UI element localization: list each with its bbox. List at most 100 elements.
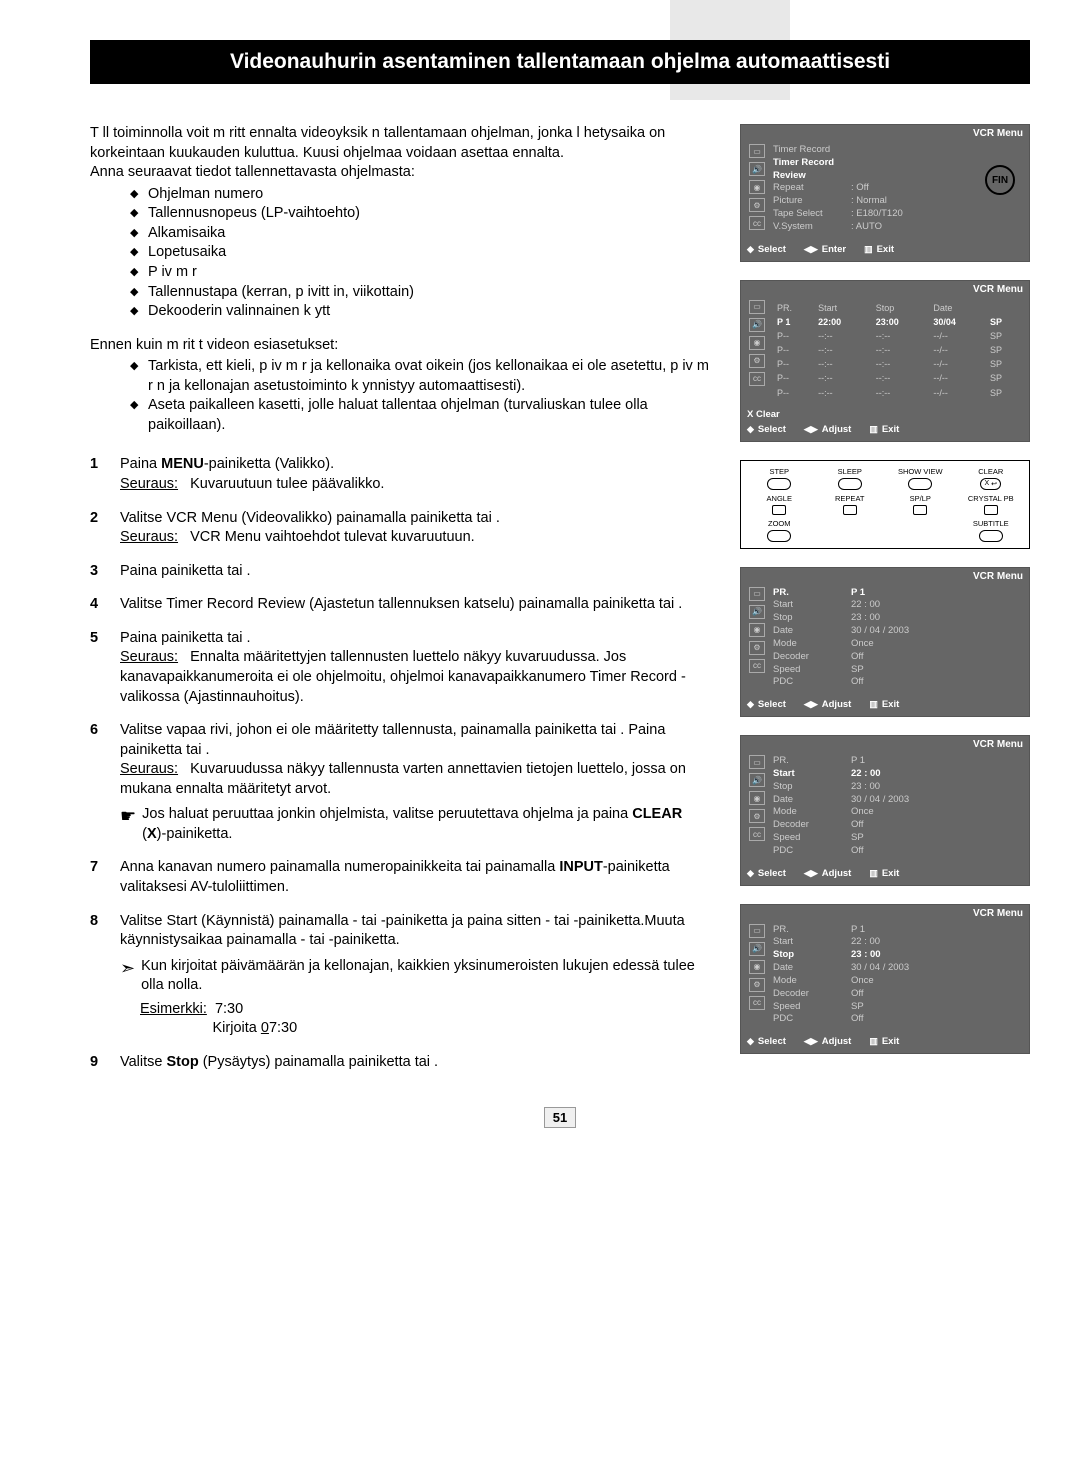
bullet-item: Aseta paikalleen kasetti, jolle haluat t…	[130, 396, 710, 435]
bullet-list-2: Tarkista, ett kieli, p iv m r ja kellona…	[90, 357, 710, 435]
vcr-screen-2: VCR Menu ▭🔊◉⚙cc PR.StartStopDateP 122:00…	[740, 280, 1030, 442]
vcr-row: Start22 : 00	[773, 599, 1023, 612]
step-8: Valitse Start (Käynnistä) painamalla - t…	[120, 912, 710, 1039]
vcr-row: PDCOff	[773, 676, 1023, 689]
remote-cell: ZOOM	[747, 519, 812, 542]
pointer-icon: ☛	[120, 807, 136, 825]
vcr-footer: ◆Select ◀▶Enter ▥Exit	[741, 240, 1029, 261]
vcr-row: Date30 / 04 / 2003	[773, 625, 1023, 638]
step-2: Valitse VCR Menu (Videovalikko) painamal…	[120, 509, 710, 548]
vcr-row: Stop23 : 00	[773, 612, 1023, 625]
step-3: Paina painiketta tai .	[120, 562, 710, 582]
language-badge: FIN	[985, 165, 1015, 195]
step-num-7: 7	[90, 858, 108, 897]
vcr-row: Start22 : 00	[773, 768, 1023, 781]
table-row: P----:----:----/--SP	[775, 330, 1021, 342]
intro-p2: Anna seuraavat tiedot tallennettavasta o…	[90, 163, 710, 183]
remote-cell: SP/LP	[888, 494, 953, 515]
bullet-item: Alkamisaika	[130, 224, 710, 244]
vcr-row: SpeedSP	[773, 832, 1023, 845]
step-num-3: 3	[90, 562, 108, 582]
vcr-row: V.System: AUTO	[773, 221, 1023, 234]
step-6: Valitse vapaa rivi, johon ei ole määrite…	[120, 721, 710, 844]
remote-cell: REPEAT	[818, 494, 883, 515]
vcr-menu-title: VCR Menu	[741, 125, 1029, 142]
remote-cell: STEP	[747, 467, 812, 490]
step-1: Paina MENU-painiketta (Valikko). Seuraus…	[120, 455, 710, 494]
page-title: Videonauhurin asentaminen tallentamaan o…	[90, 40, 1030, 84]
vcr-row: DecoderOff	[773, 819, 1023, 832]
vcr-row: Picture: Normal	[773, 195, 1023, 208]
step-num-5: 5	[90, 629, 108, 707]
table-row: P 122:0023:0030/04SP	[775, 316, 1021, 328]
intro-p3: Ennen kuin m rit t videon esiasetukset:	[90, 336, 710, 356]
vcr-row: Date30 / 04 / 2003	[773, 794, 1023, 807]
step-7: Anna kanavan numero painamalla numeropai…	[120, 858, 710, 897]
vcr-row: DecoderOff	[773, 651, 1023, 664]
vcr-screen-1: VCR Menu ▭🔊◉⚙cc Timer RecordTimer Record…	[740, 124, 1030, 262]
step-5: Paina painiketta tai . Seuraus: Ennalta …	[120, 629, 710, 707]
step-num-4: 4	[90, 595, 108, 615]
bullet-list-1: Ohjelman numeroTallennusnopeus (LP-vaiht…	[90, 185, 710, 322]
step-9: Valitse Stop (Pysäytys) painamalla paini…	[120, 1053, 710, 1073]
disc-icon: ◉	[749, 180, 765, 194]
step-num-8: 8	[90, 912, 108, 1039]
remote-cell	[818, 519, 883, 542]
vcr-row: Stop23 : 00	[773, 781, 1023, 794]
vcr-screen-5: VCR Menu ▭🔊◉⚙cc PR.P 1Start22 : 00Stop23…	[740, 904, 1030, 1055]
remote-cell: ANGLE	[747, 494, 812, 515]
sliders-icon: ⚙	[749, 198, 765, 212]
table-row: P----:----:----/--SP	[775, 344, 1021, 356]
table-row: P----:----:----/--SP	[775, 387, 1021, 399]
intro-p1: T ll toiminnolla voit m ritt ennalta vid…	[90, 124, 710, 163]
step-4: Valitse Timer Record Review (Ajastetun t…	[120, 595, 710, 615]
vcr-row: SpeedSP	[773, 664, 1023, 677]
tv-icon: ▭	[749, 144, 765, 158]
vcr-row: SpeedSP	[773, 1001, 1023, 1014]
step-num-6: 6	[90, 721, 108, 844]
bullet-item: Tallennustapa (kerran, p ivitt in, viiko…	[130, 283, 710, 303]
vcr-screen-4: VCR Menu ▭🔊◉⚙cc PR.P 1Start22 : 00Stop23…	[740, 735, 1030, 886]
bullet-item: P iv m r	[130, 263, 710, 283]
bullet-item: Dekooderin valinnainen k ytt	[130, 302, 710, 322]
vcr-row: PR.P 1	[773, 924, 1023, 937]
remote-cell	[888, 519, 953, 542]
remote-cell: CRYSTAL PB	[959, 494, 1024, 515]
vcr-row: ModeOnce	[773, 806, 1023, 819]
vcr-screen-3: VCR Menu ▭🔊◉⚙cc PR.P 1Start22 : 00Stop23…	[740, 567, 1030, 718]
timer-table: PR.StartStopDateP 122:0023:0030/04SPP---…	[773, 300, 1023, 401]
vcr-row: ModeOnce	[773, 638, 1023, 651]
sound-icon: 🔊	[749, 162, 765, 176]
vcr-row: PR.P 1	[773, 587, 1023, 600]
vcr-side-icons: ▭ 🔊 ◉ ⚙ cc	[747, 144, 767, 234]
remote-buttons: STEP SLEEPSHOW VIEW CLEARX↩ ANGLE REPEATSP/L…	[740, 460, 1030, 549]
vcr-row: Start22 : 00	[773, 936, 1023, 949]
vcr-row: DecoderOff	[773, 988, 1023, 1001]
remote-cell: CLEARX↩	[959, 467, 1024, 490]
step-num-2: 2	[90, 509, 108, 548]
vcr-row: Stop23 : 00	[773, 949, 1023, 962]
bullet-item: Tallennusnopeus (LP-vaihtoehto)	[130, 204, 710, 224]
text-column: T ll toiminnolla voit m ritt ennalta vid…	[90, 124, 710, 1087]
bullet-item: Ohjelman numero	[130, 185, 710, 205]
vcr-row: PDCOff	[773, 1013, 1023, 1026]
vcr-row: PDCOff	[773, 845, 1023, 858]
vcr-row: ModeOnce	[773, 975, 1023, 988]
step-num-9: 9	[90, 1053, 108, 1073]
table-row: P----:----:----/--SP	[775, 372, 1021, 384]
table-row: P----:----:----/--SP	[775, 358, 1021, 370]
bullet-item: Lopetusaika	[130, 243, 710, 263]
step-num-1: 1	[90, 455, 108, 494]
vcr-row: Timer Record	[773, 144, 1023, 157]
vcr-row: Tape Select: E180/T120	[773, 208, 1023, 221]
arrow-icon: ➣	[120, 959, 135, 977]
cc-icon: cc	[749, 216, 765, 230]
remote-cell: SHOW VIEW	[888, 467, 953, 490]
remote-cell: SLEEP	[818, 467, 883, 490]
screens-column: VCR Menu ▭🔊◉⚙cc Timer RecordTimer Record…	[740, 124, 1030, 1087]
bullet-item: Tarkista, ett kieli, p iv m r ja kellona…	[130, 357, 710, 396]
vcr-row: Date30 / 04 / 2003	[773, 962, 1023, 975]
remote-cell: SUBTITLE	[959, 519, 1024, 542]
page-number: 51	[90, 1107, 1030, 1128]
vcr-row: PR.P 1	[773, 755, 1023, 768]
